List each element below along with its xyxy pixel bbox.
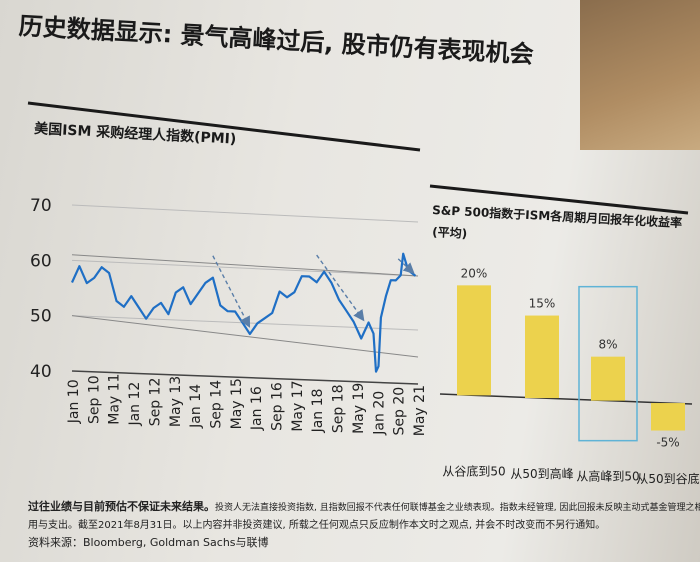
- line-chart-gridlines: [71, 204, 419, 385]
- footnote-line-1: 过往业绩与目前预估不保证未来结果。投资人无法直接投资指数, 且指数回报不代表任何…: [28, 498, 700, 514]
- bar: [525, 315, 559, 399]
- x-tick-label: Sep 18: [331, 385, 347, 434]
- x-tick-label: May 15: [229, 378, 245, 429]
- line-chart-top-rule: [27, 101, 421, 152]
- pmi-series-line: [70, 252, 417, 373]
- line-chart-series: [70, 252, 417, 373]
- x-tick-label: Sep 20: [392, 387, 408, 436]
- x-tick-label: Sep 10: [86, 375, 102, 424]
- bar-chart-top-rule: [429, 184, 689, 215]
- room-background: [580, 0, 700, 150]
- bar-value-label: 8%: [598, 338, 617, 352]
- y-tick-label: 50: [30, 307, 52, 327]
- bar-category-label: 从50到高峰: [510, 466, 573, 481]
- upper-trend-line: [71, 254, 419, 277]
- x-tick-label: Sep 12: [147, 378, 163, 427]
- x-tick-label: Jan 14: [188, 384, 204, 429]
- highlight-box: [578, 285, 638, 442]
- bar-chart-zero-line: [439, 393, 693, 405]
- y-tick-label: 60: [30, 251, 52, 271]
- bar-chart-value-labels: 20% 15% 8% -5%: [461, 266, 680, 449]
- x-tick-label: Jan 18: [310, 389, 326, 434]
- source-note: 资料来源：Bloomberg, Goldman Sachs与联博: [28, 536, 269, 549]
- zero-axis: [439, 393, 693, 405]
- lower-trend-line: [71, 315, 419, 358]
- bar: [457, 285, 491, 396]
- gridline-60: [71, 259, 419, 277]
- footnote-bold: 过往业绩与目前预估不保证未来结果。: [28, 500, 215, 513]
- x-tick-label: May 11: [107, 374, 123, 425]
- bar-value-label: 15%: [529, 297, 556, 311]
- x-tick-label: Sep 16: [270, 382, 286, 431]
- x-tick-label: Jan 20: [371, 391, 387, 436]
- footnote-line-2: 用与支出。截至2021年8月31日。以上内容并非投资建议, 所载之任何观点只反应…: [28, 520, 606, 531]
- trend-arrow: [212, 255, 251, 328]
- y-tick-label: 70: [30, 196, 52, 216]
- trend-arrow: [397, 258, 415, 275]
- bar-chart-bars: [457, 285, 685, 442]
- line-chart-x-ticks: Jan 10 Sep 10 May 11 Jan 12 Sep 12 May 13 Jan …: [66, 374, 428, 437]
- bar-value-label: -5%: [656, 436, 679, 450]
- bar: [591, 356, 625, 401]
- x-tick-label: May 19: [351, 383, 367, 434]
- trend-arrow: [316, 254, 365, 322]
- x-tick-label: Jan 16: [249, 386, 265, 431]
- x-tick-label: Jan 10: [66, 379, 82, 424]
- line-chart-arrows: [212, 254, 415, 328]
- x-tick-label: May 17: [290, 380, 306, 431]
- x-tick-label: May 21: [412, 385, 428, 436]
- y-tick-label: 40: [30, 362, 52, 382]
- bar-chart-title: S&P 500指数于ISM各周期月回报年化收益率: [432, 202, 683, 230]
- x-tick-label: May 13: [168, 376, 184, 427]
- x-tick-label: Sep 14: [208, 380, 224, 429]
- line-chart-y-ticks: 70 60 50 40: [30, 196, 52, 382]
- bar-category-label: 从谷底到50: [442, 463, 505, 478]
- gridline-40: [71, 370, 419, 385]
- x-tick-label: Jan 12: [127, 382, 143, 427]
- gridline-70: [71, 204, 419, 223]
- bar-chart-subtitle: (平均): [432, 224, 468, 241]
- bar-value-label: 20%: [461, 266, 488, 280]
- bar-category-label: 从50到谷底: [636, 471, 699, 486]
- bar: [651, 403, 685, 431]
- line-chart-trend-lines: [71, 254, 419, 358]
- footnote-rest: 投资人无法直接投资指数, 且指数回报不代表任何联博基金之业绩表现。指数未经管理,…: [215, 503, 700, 513]
- bar-category-label: 从高峰到50: [576, 469, 639, 484]
